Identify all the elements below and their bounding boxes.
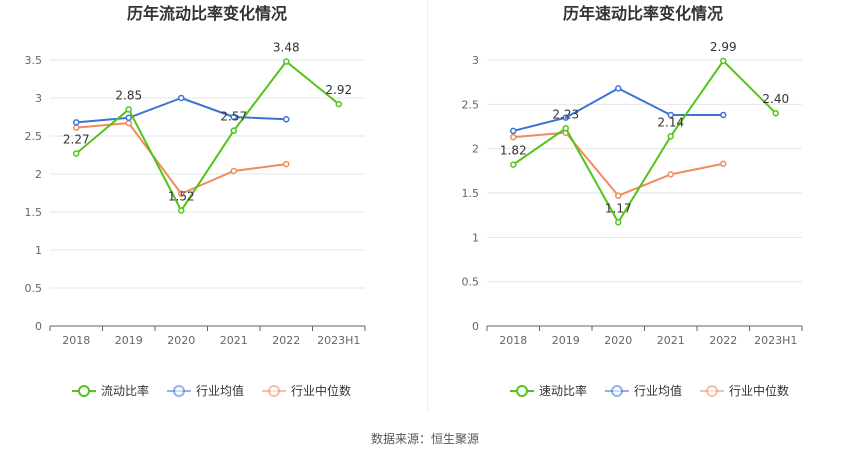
chart1-series-line-1 bbox=[75, 60, 340, 212]
chart1-series-point-3 bbox=[230, 167, 237, 175]
chart1-y-tick-label: 3.5 bbox=[25, 54, 43, 67]
chart2-series-point-1 bbox=[562, 125, 569, 132]
chart2-series-point-1 bbox=[720, 57, 727, 65]
chart2-series-point-1 bbox=[772, 109, 779, 117]
chart1-x-tick-label: 2019 bbox=[115, 334, 143, 347]
chart2-series-point-3 bbox=[510, 133, 517, 141]
chart1-y-tick-label: 2.5 bbox=[25, 130, 43, 143]
chart2-legend-label: 行业均值 bbox=[634, 383, 682, 398]
chart1-data-label: 2.57 bbox=[220, 110, 247, 124]
chart1-data-label: 3.48 bbox=[273, 41, 300, 55]
chart2-y-tick-label: 1 bbox=[472, 231, 479, 244]
chart2-series-point-3 bbox=[615, 192, 622, 199]
chart1-legend-marker bbox=[78, 385, 90, 397]
chart2-y-tick-label: 0 bbox=[472, 320, 479, 333]
chart1-series-line-3 bbox=[76, 122, 287, 195]
chart2-series-point-3 bbox=[667, 171, 674, 178]
chart2-legend-label: 行业中位数 bbox=[729, 383, 789, 398]
chart1-y-tick-label: 3 bbox=[35, 92, 42, 105]
chart2-series-line-1 bbox=[512, 59, 777, 224]
chart1-series-point-2 bbox=[230, 113, 237, 121]
chart1-series-point-2 bbox=[283, 116, 290, 123]
chart2-x-tick-label: 2021 bbox=[657, 334, 685, 347]
chart1-legend-marker bbox=[173, 385, 185, 397]
chart2-legend-marker bbox=[706, 385, 718, 397]
chart2-data-label: 2.99 bbox=[710, 40, 737, 54]
chart2-y-tick-label: 0.5 bbox=[462, 276, 480, 289]
chart1-y-tick-label: 1.5 bbox=[25, 206, 43, 219]
chart2-y-tick-label: 3 bbox=[472, 54, 479, 67]
chart2-title: 历年速动比率变化情况 bbox=[563, 4, 723, 23]
chart2-data-label: 1.17 bbox=[605, 201, 632, 215]
chart2-legend-marker bbox=[611, 385, 623, 397]
chart2-x-tick-label: 2023H1 bbox=[754, 334, 797, 347]
chart1-series-point-1 bbox=[230, 127, 237, 134]
chart1-data-label: 2.92 bbox=[325, 83, 352, 97]
chart1-data-label: 2.85 bbox=[115, 88, 142, 102]
chart1-x-tick-label: 2021 bbox=[220, 334, 248, 347]
chart1-data-label: 2.27 bbox=[63, 132, 90, 146]
chart2-series-point-1 bbox=[667, 133, 674, 140]
chart1-legend-marker bbox=[268, 385, 280, 397]
chart1-x-tick-label: 2018 bbox=[62, 334, 90, 347]
chart1-series-point-1 bbox=[125, 106, 132, 113]
chart1-x-tick-label: 2020 bbox=[167, 334, 195, 347]
chart2-series-point-2 bbox=[720, 111, 727, 119]
chart2-x-tick-label: 2022 bbox=[709, 334, 737, 347]
chart1-series-point-3 bbox=[178, 190, 185, 198]
chart1-series-point-1 bbox=[283, 58, 290, 65]
chart2-series-point-2 bbox=[562, 114, 569, 121]
chart2-data-label: 2.23 bbox=[552, 107, 579, 121]
chart1-legend-label: 流动比率 bbox=[101, 383, 149, 398]
chart1-series-point-3 bbox=[283, 160, 290, 168]
chart1-series-point-1 bbox=[178, 207, 185, 214]
chart1-title: 历年流动比率变化情况 bbox=[127, 4, 287, 23]
chart1-series-point-1 bbox=[73, 150, 80, 157]
chart2-x-tick-label: 2018 bbox=[499, 334, 527, 347]
chart1-series-point-2 bbox=[178, 94, 185, 102]
chart1-series-point-2 bbox=[125, 114, 132, 122]
chart2-series-point-1 bbox=[615, 219, 622, 226]
chart1-x-tick-label: 2022 bbox=[272, 334, 300, 347]
chart2-y-tick-label: 2.5 bbox=[462, 98, 480, 111]
chart1-series-point-1 bbox=[335, 100, 342, 108]
data-source-note: 数据来源：恒生聚源 bbox=[370, 432, 479, 446]
chart2-x-tick-label: 2020 bbox=[604, 334, 632, 347]
chart2-data-label: 2.14 bbox=[657, 115, 684, 129]
chart2-y-tick-label: 2 bbox=[472, 143, 479, 156]
chart1-y-tick-label: 2 bbox=[35, 168, 42, 181]
chart2-series-point-2 bbox=[510, 127, 517, 135]
chart1-series-point-3 bbox=[125, 119, 132, 127]
chart2-series-point-2 bbox=[615, 85, 622, 92]
chart2-x-tick-label: 2019 bbox=[552, 334, 580, 347]
chart1-y-tick-label: 1 bbox=[35, 244, 42, 257]
chart2-data-label: 2.40 bbox=[762, 92, 789, 106]
chart2-y-tick-label: 1.5 bbox=[462, 187, 480, 200]
chart2-legend-label: 速动比率 bbox=[539, 383, 587, 398]
chart1-legend-label: 行业中位数 bbox=[291, 383, 351, 398]
chart2-series-point-1 bbox=[510, 161, 517, 168]
panel-divider bbox=[427, 0, 428, 412]
chart2-data-label: 1.82 bbox=[500, 144, 527, 158]
chart2-series-line-2 bbox=[513, 87, 724, 132]
chart2-legend-marker bbox=[516, 385, 528, 397]
chart1-series-point-3 bbox=[73, 124, 80, 131]
chart2-series-point-2 bbox=[667, 111, 674, 119]
chart2-series-point-3 bbox=[720, 160, 727, 167]
chart1-y-tick-label: 0 bbox=[35, 320, 42, 333]
chart1-legend-label: 行业均值 bbox=[196, 383, 244, 398]
chart1-data-label: 1.52 bbox=[168, 189, 195, 203]
chart1-y-tick-label: 0.5 bbox=[25, 282, 43, 295]
chart1-series-point-2 bbox=[73, 119, 80, 126]
chart1-x-tick-label: 2023H1 bbox=[317, 334, 360, 347]
